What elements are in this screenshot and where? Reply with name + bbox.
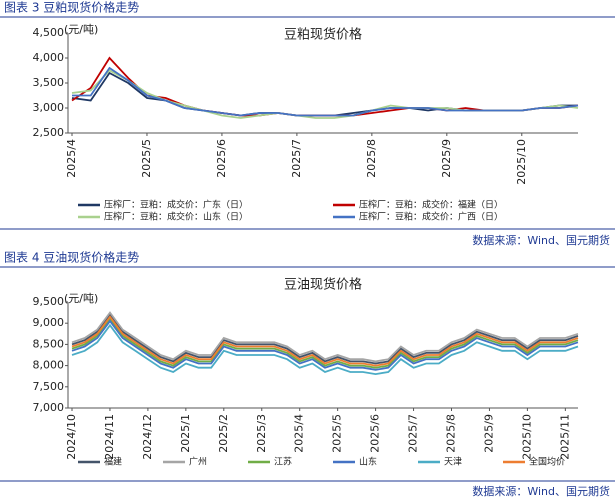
series-line	[71, 311, 579, 363]
series-line	[71, 317, 579, 369]
series-line	[71, 313, 579, 365]
source: 数据来源：Wind、国元期货	[472, 233, 610, 247]
x-tick-label: 2025/11	[558, 414, 571, 460]
y-axis-label: (元/吨)	[64, 292, 98, 305]
y-tick-label: 2,500	[33, 126, 65, 139]
legend-label: 压榨厂：豆粕：成交价：广西（日）	[359, 211, 503, 223]
y-tick-label: 3,000	[33, 101, 65, 114]
y-tick-label: 8,500	[33, 337, 65, 350]
x-tick-label: 2024/12	[141, 414, 154, 460]
y-tick-label: 7,000	[33, 401, 65, 414]
y-tick-label: 4,500	[33, 26, 65, 39]
legend-label: 压榨厂：豆粕：成交价：山东（日）	[104, 211, 248, 223]
caption: 图表 3 豆粕现货价格走势	[4, 0, 139, 15]
y-tick-label: 3,500	[33, 76, 65, 89]
x-tick-label: 2025/5	[331, 414, 344, 453]
legend-label: 福建	[104, 456, 122, 468]
series-line	[71, 315, 579, 367]
y-axis-label: (元/吨)	[64, 23, 98, 36]
y-tick-label: 7,500	[33, 380, 65, 393]
chart-title: 豆油现货价格	[284, 277, 362, 293]
series-line	[71, 323, 579, 376]
x-tick-label: 2025/7	[290, 139, 303, 178]
y-tick-label: 4,000	[33, 51, 65, 64]
legend-label: 全国均价	[529, 456, 565, 468]
x-tick-label: 2025/6	[369, 414, 382, 453]
x-tick-label: 2024/10	[65, 414, 78, 460]
x-tick-label: 2025/2	[217, 414, 230, 453]
legend-label: 天津	[444, 457, 462, 468]
x-tick-label: 2025/5	[140, 139, 153, 178]
y-tick-label: 9,500	[33, 295, 65, 308]
x-tick-label: 2025/6	[215, 139, 228, 178]
legend-label: 广州	[189, 456, 207, 468]
series-line	[72, 66, 579, 117]
legend-label: 压榨厂：豆粕：成交价：广东（日）	[104, 199, 248, 211]
x-tick-label: 2025/7	[407, 414, 420, 453]
x-tick-label: 2025/8	[365, 139, 378, 178]
legend-label: 压榨厂：豆粕：成交价：福建（日）	[359, 199, 503, 211]
chart-title: 豆粕现货价格	[284, 27, 362, 43]
series-line	[71, 56, 579, 117]
x-tick-label: 2025/9	[482, 414, 495, 453]
legend-label: 江苏	[274, 456, 292, 468]
x-tick-label: 2025/8	[445, 414, 458, 453]
x-tick-label: 2025/4	[65, 139, 78, 178]
x-tick-label: 2025/10	[520, 414, 533, 460]
series-line	[71, 319, 579, 371]
source: 数据来源：Wind、国元期货	[472, 484, 610, 498]
x-tick-label: 2025/3	[255, 414, 268, 453]
x-tick-label: 2025/1	[179, 414, 192, 453]
x-tick-label: 2024/11	[103, 414, 116, 460]
x-tick-label: 2025/4	[293, 414, 306, 453]
y-tick-label: 9,000	[33, 316, 65, 329]
legend-label: 山东	[359, 456, 377, 468]
y-tick-label: 8,000	[33, 359, 65, 372]
x-tick-label: 2025/10	[515, 139, 528, 185]
caption: 图表 4 豆油现货价格走势	[4, 250, 139, 265]
x-tick-label: 2025/9	[440, 139, 453, 178]
